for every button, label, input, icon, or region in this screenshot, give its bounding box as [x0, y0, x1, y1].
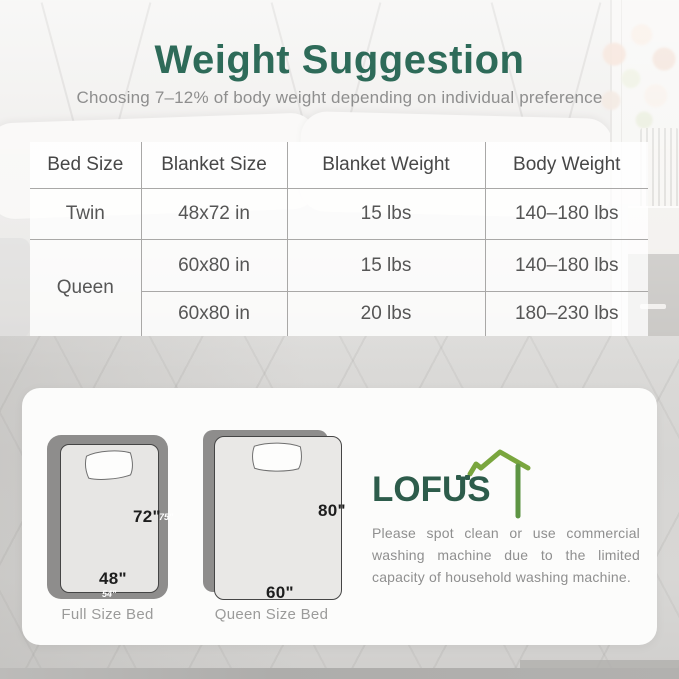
info-card: 72" 75" 48" 54" Full Size Bed 80" 60" Qu…	[22, 388, 657, 645]
cell-body-weight: 180–230 lbs	[484, 291, 649, 337]
cell-blanket-weight: 15 lbs	[286, 239, 486, 292]
table-row-queen-2: 60x80 in 20 lbs 180–230 lbs	[30, 291, 649, 337]
cell-blanket-size: 60x80 in	[140, 239, 288, 292]
full-bed-blanket	[60, 444, 159, 593]
table-row-queen-1: Queen 60x80 in 15 lbs 140–180 lbs	[29, 239, 649, 337]
brand-name: LOFUS	[372, 470, 491, 509]
queen-blanket-width-label: 60"	[266, 583, 294, 602]
cell-blanket-weight: 15 lbs	[286, 188, 486, 240]
table-header-row: Bed Size Blanket Size Blanket Weight Bod…	[29, 141, 649, 189]
table-row-twin: Twin 48x72 in 15 lbs 140–180 lbs	[29, 188, 649, 240]
cell-bed-size: Twin	[29, 188, 142, 240]
subtitle: Choosing 7–12% of body weight depending …	[76, 88, 603, 107]
queen-blanket-length-label: 80"	[318, 501, 346, 520]
care-instructions: Please spot clean or use commercial wash…	[372, 525, 640, 585]
cell-bed-size: Queen	[29, 239, 142, 337]
full-bed-length-label: 75"	[159, 512, 174, 522]
col-header-bed-size: Bed Size	[29, 141, 142, 189]
full-blanket-width-label: 48"	[99, 569, 127, 588]
page-title: Weight Suggestion	[154, 38, 525, 82]
cell-blanket-size: 48x72 in	[140, 188, 288, 240]
queen-bed-caption: Queen Size Bed	[214, 606, 329, 623]
pillow-sketch	[85, 450, 133, 480]
full-bed-caption: Full Size Bed	[61, 606, 154, 623]
queen-bed-blanket	[214, 436, 342, 600]
col-header-blanket-weight: Blanket Weight	[286, 141, 486, 189]
col-header-body-weight: Body Weight	[484, 141, 649, 189]
weight-suggestion-table: Bed Size Blanket Size Blanket Weight Bod…	[29, 141, 649, 337]
col-header-blanket-size: Blanket Size	[140, 141, 288, 189]
cell-body-weight: 140–180 lbs	[484, 239, 649, 292]
pillow-sketch	[252, 442, 302, 472]
cell-blanket-weight: 20 lbs	[286, 291, 486, 337]
brand-logo: LOFUS	[372, 449, 552, 519]
cell-blanket-size: 60x80 in	[140, 291, 288, 337]
cell-body-weight: 140–180 lbs	[484, 188, 649, 240]
full-blanket-length-label: 72"	[133, 507, 161, 526]
full-bed-width-label: 54"	[102, 589, 117, 599]
